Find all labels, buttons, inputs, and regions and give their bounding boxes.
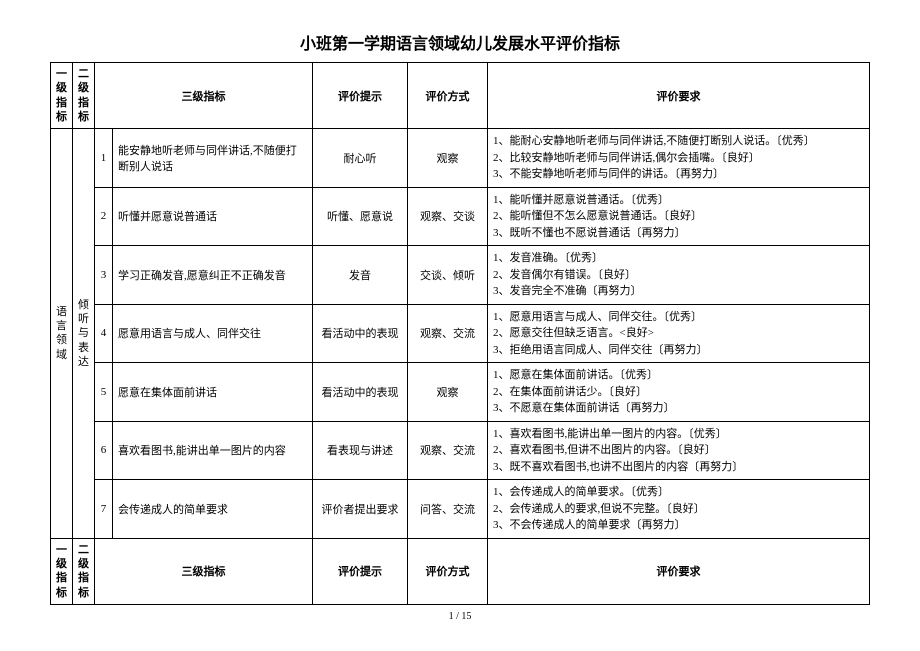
page-title: 小班第一学期语言领域幼儿发展水平评价指标 xyxy=(50,30,870,54)
header-method: 评价方式 xyxy=(408,538,488,604)
row-index: 1 xyxy=(95,129,113,188)
method-cell: 观察、交流 xyxy=(408,304,488,363)
req-cell: 1、愿意在集体面前讲话。〔优秀〕2、在集体面前讲话少。〔良好〕3、不愿意在集体面… xyxy=(488,363,870,422)
level2-cell: 倾听与表达 xyxy=(73,129,95,539)
hint-cell: 看活动中的表现 xyxy=(313,304,408,363)
hint-cell: 看表现与讲述 xyxy=(313,421,408,480)
header-l2: 二级指标 xyxy=(73,538,95,604)
footer-header-row: 一级指标 二级指标 三级指标 评价提示 评价方式 评价要求 xyxy=(51,538,870,604)
table-row: 4 愿意用语言与成人、同伴交往 看活动中的表现 观察、交流 1、愿意用语言与成人… xyxy=(51,304,870,363)
l3-cell: 听懂并愿意说普通话 xyxy=(113,187,313,246)
method-cell: 观察 xyxy=(408,129,488,188)
row-index: 3 xyxy=(95,246,113,305)
evaluation-table: 一级指标 二级指标 三级指标 评价提示 评价方式 评价要求 语言领域 倾听与表达… xyxy=(50,62,870,605)
method-cell: 交谈、倾听 xyxy=(408,246,488,305)
req-cell: 1、能耐心安静地听老师与同伴讲话,不随便打断别人说话。〔优秀〕2、比较安静地听老… xyxy=(488,129,870,188)
row-index: 4 xyxy=(95,304,113,363)
req-cell: 1、发音准确。〔优秀〕2、发音偶尔有错误。〔良好〕3、发音完全不准确〔再努力〕 xyxy=(488,246,870,305)
req-cell: 1、愿意用语言与成人、同伴交往。〔优秀〕2、愿意交往但缺乏语言。<良好>3、拒绝… xyxy=(488,304,870,363)
table-row: 3 学习正确发音,愿意纠正不正确发音 发音 交谈、倾听 1、发音准确。〔优秀〕2… xyxy=(51,246,870,305)
l3-cell: 学习正确发音,愿意纠正不正确发音 xyxy=(113,246,313,305)
header-l2: 二级指标 xyxy=(73,63,95,129)
req-cell: 1、能听懂并愿意说普通话。〔优秀〕2、能听懂但不怎么愿意说普通话。〔良好〕3、既… xyxy=(488,187,870,246)
req-cell: 1、会传递成人的简单要求。〔优秀〕2、会传递成人的要求,但说不完整。〔良好〕3、… xyxy=(488,480,870,539)
l3-cell: 愿意在集体面前讲话 xyxy=(113,363,313,422)
table-row: 2 听懂并愿意说普通话 听懂、愿意说 观察、交谈 1、能听懂并愿意说普通话。〔优… xyxy=(51,187,870,246)
header-hint: 评价提示 xyxy=(313,63,408,129)
table-row: 语言领域 倾听与表达 1 能安静地听老师与同伴讲话,不随便打断别人说话 耐心听 … xyxy=(51,129,870,188)
table-row: 5 愿意在集体面前讲话 看活动中的表现 观察 1、愿意在集体面前讲话。〔优秀〕2… xyxy=(51,363,870,422)
level1-cell: 语言领域 xyxy=(51,129,73,539)
req-cell: 1、喜欢看图书,能讲出单一图片的内容。〔优秀〕2、喜欢看图书,但讲不出图片的内容… xyxy=(488,421,870,480)
header-l3: 三级指标 xyxy=(95,63,313,129)
hint-cell: 听懂、愿意说 xyxy=(313,187,408,246)
page-number: 1 / 15 xyxy=(50,611,870,622)
header-l1: 一级指标 xyxy=(51,538,73,604)
method-cell: 观察 xyxy=(408,363,488,422)
l3-cell: 会传递成人的简单要求 xyxy=(113,480,313,539)
method-cell: 观察、交谈 xyxy=(408,187,488,246)
method-cell: 问答、交流 xyxy=(408,480,488,539)
row-index: 5 xyxy=(95,363,113,422)
header-l1: 一级指标 xyxy=(51,63,73,129)
row-index: 6 xyxy=(95,421,113,480)
hint-cell: 看活动中的表现 xyxy=(313,363,408,422)
row-index: 2 xyxy=(95,187,113,246)
header-req: 评价要求 xyxy=(488,63,870,129)
hint-cell: 发音 xyxy=(313,246,408,305)
table-row: 6 喜欢看图书,能讲出单一图片的内容 看表现与讲述 观察、交流 1、喜欢看图书,… xyxy=(51,421,870,480)
header-req: 评价要求 xyxy=(488,538,870,604)
header-l3: 三级指标 xyxy=(95,538,313,604)
l3-cell: 喜欢看图书,能讲出单一图片的内容 xyxy=(113,421,313,480)
hint-cell: 耐心听 xyxy=(313,129,408,188)
header-row: 一级指标 二级指标 三级指标 评价提示 评价方式 评价要求 xyxy=(51,63,870,129)
hint-cell: 评价者提出要求 xyxy=(313,480,408,539)
l3-cell: 能安静地听老师与同伴讲话,不随便打断别人说话 xyxy=(113,129,313,188)
row-index: 7 xyxy=(95,480,113,539)
header-method: 评价方式 xyxy=(408,63,488,129)
table-row: 7 会传递成人的简单要求 评价者提出要求 问答、交流 1、会传递成人的简单要求。… xyxy=(51,480,870,539)
l3-cell: 愿意用语言与成人、同伴交往 xyxy=(113,304,313,363)
header-hint: 评价提示 xyxy=(313,538,408,604)
method-cell: 观察、交流 xyxy=(408,421,488,480)
